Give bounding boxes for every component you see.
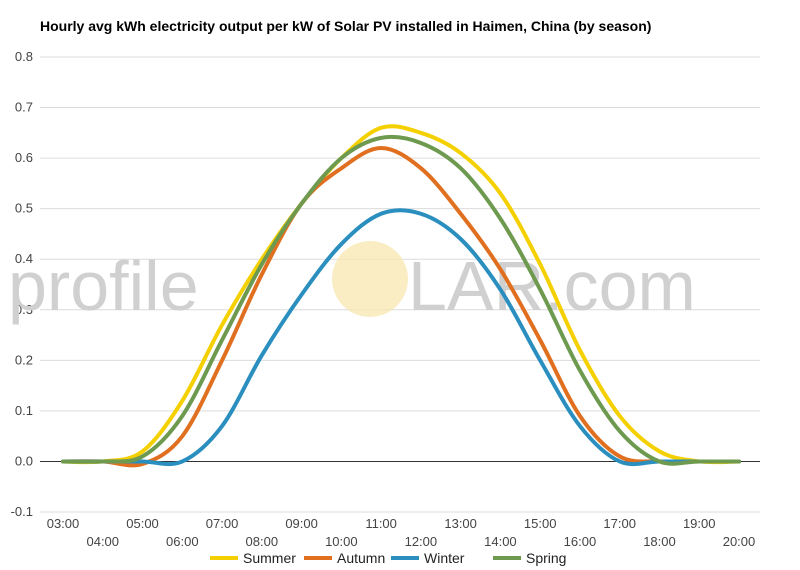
x-tick-label: 13:00	[444, 516, 477, 531]
y-tick-label: -0.1	[11, 504, 33, 519]
y-tick-label: 0.5	[15, 201, 33, 216]
series-lines	[61, 124, 741, 468]
y-tick-label: 0.2	[15, 352, 33, 367]
y-tick-label: 0.4	[15, 251, 33, 266]
series-line-summer	[61, 124, 741, 465]
x-tick-label: 14:00	[484, 534, 517, 549]
legend-label-spring: Spring	[526, 550, 566, 566]
y-tick-label: 0.7	[15, 100, 33, 115]
y-tick-label: 0.3	[15, 302, 33, 317]
y-axis: -0.1 0.0 0.1 0.2 0.3 0.4 0.5 0.6 0.7 0.8	[11, 49, 33, 519]
x-tick-label: 08:00	[246, 534, 279, 549]
x-tick-label: 04:00	[86, 534, 119, 549]
x-tick-label: 15:00	[524, 516, 557, 531]
grid-lines	[40, 56, 760, 513]
x-tick-label: 16:00	[564, 534, 597, 549]
x-tick-label: 05:00	[126, 516, 159, 531]
profilesolar-watermark: profile LAR.com	[8, 241, 696, 325]
y-tick-label: 0.0	[15, 453, 33, 468]
x-tick-label: 12:00	[405, 534, 438, 549]
legend-label-summer: Summer	[243, 550, 296, 566]
x-axis: 03:00 05:00 07:00 09:00 11:00 13:00 15:00 17:00…	[47, 516, 756, 549]
x-tick-label: 07:00	[206, 516, 239, 531]
chart-title: Hourly avg kWh electricity output per kW…	[40, 18, 652, 34]
x-tick-label: 20:00	[723, 534, 756, 549]
series-line-winter	[61, 208, 741, 467]
x-tick-label: 17:00	[603, 516, 636, 531]
x-tick-label: 11:00	[365, 516, 397, 531]
legend: Summer Autumn Winter Spring	[210, 550, 566, 566]
y-tick-label: 0.6	[15, 150, 33, 165]
x-tick-label: 18:00	[643, 534, 676, 549]
x-tick-label: 06:00	[166, 534, 199, 549]
y-tick-label: 0.1	[15, 403, 33, 418]
x-tick-label: 09:00	[285, 516, 318, 531]
watermark-text-left: profile	[8, 247, 199, 325]
series-line-autumn	[61, 146, 741, 468]
x-tick-label: 10:00	[325, 534, 358, 549]
legend-label-autumn: Autumn	[337, 550, 385, 566]
y-tick-label: 0.8	[15, 49, 33, 64]
watermark-sun-icon	[332, 241, 408, 317]
x-tick-label: 03:00	[47, 516, 80, 531]
legend-label-winter: Winter	[424, 550, 465, 566]
x-tick-label: 19:00	[683, 516, 716, 531]
series-line-spring	[61, 134, 741, 466]
